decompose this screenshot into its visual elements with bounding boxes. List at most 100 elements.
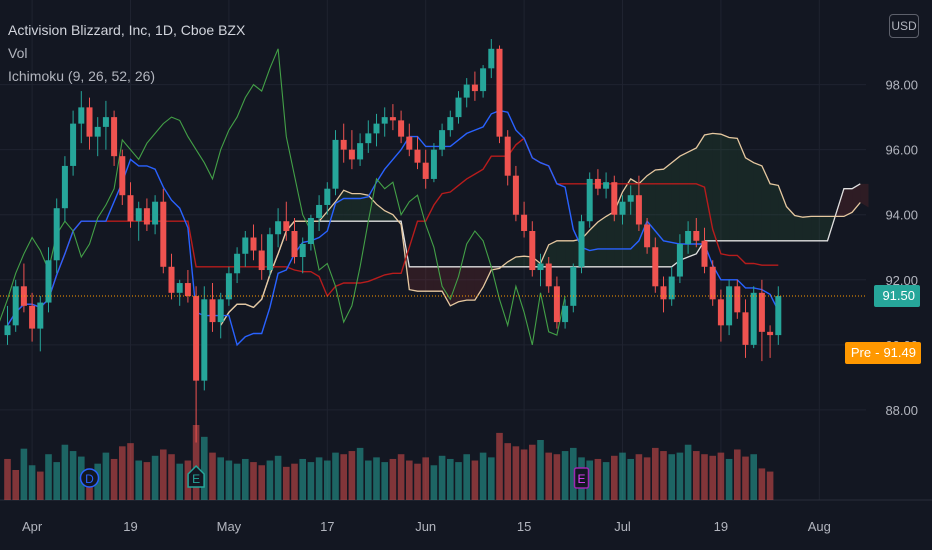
volume-bar [127,443,134,500]
volume-bar [545,452,552,500]
candle-body [422,162,429,179]
candle-body [685,230,692,245]
cloud-segment [819,216,828,241]
candle-body [135,208,142,222]
volume-bar [570,447,577,500]
candle-body [389,117,396,121]
candle-body [291,230,298,258]
candle-body [176,283,183,293]
volume-bar [176,463,183,500]
candle-body [111,117,118,157]
candle-body [758,292,765,332]
cloud-segment [753,162,762,241]
chart-grid [0,0,932,501]
cloud-segment [384,210,393,222]
volume-bar [643,457,651,500]
candle-body [266,234,273,271]
candle-body [570,266,577,306]
cloud-segment [507,257,516,267]
volume-bar [447,458,454,500]
cloud-segment [433,266,443,292]
candle-body [324,188,331,205]
candle-body [668,276,675,300]
volume-bar [635,454,643,500]
cloud-segment [376,204,385,222]
volume-bar [250,462,257,500]
volume-bar [684,444,692,500]
candle-body [447,117,454,131]
candle-body [201,299,208,381]
volume-bar [430,465,438,500]
candle-body [45,260,52,303]
ichimoku-indicator-label[interactable]: Ichimoku (9, 26, 52, 26) [8,68,156,84]
volume-bar [529,444,536,500]
premarket-label: Pre [850,345,872,360]
volume-bar [742,456,749,500]
volume-bar [553,454,561,500]
cloud-segment [474,266,484,301]
time-tick-label: 19 [714,519,728,534]
volume-bar [192,425,200,500]
symbol-title[interactable]: Activision Blizzard, Inc, 1D, Cboe BZX [8,22,246,38]
volume-bar [340,454,347,500]
candle-body [676,244,683,277]
cloud-segment [770,183,779,241]
candle-body [709,266,716,300]
event-marker-earnings[interactable]: E [187,464,205,488]
cloud-segment [852,183,861,213]
candle-body [184,283,191,297]
volume-bar [160,449,167,500]
candle-body [644,224,651,248]
cloud-segment [515,256,525,267]
volume-bar [406,460,413,500]
earnings-upcoming-icon [573,467,590,489]
time-tick-label: 17 [320,519,334,534]
event-marker-dividend[interactable]: D [79,468,100,488]
candle-body [102,117,109,127]
event-marker-earnings-upcoming[interactable]: E [573,467,590,489]
cloud-segment [466,266,475,301]
event-letter: E [577,472,585,486]
cloud-segment [794,215,803,241]
candle-body [234,253,241,274]
price-tick-label: 96.00 [885,143,918,158]
candle-body [480,68,487,92]
time-tick-label: Jun [415,519,436,534]
volume-bar [611,455,618,500]
volume-bar [586,460,593,500]
cloud-segment [663,162,672,267]
time-axis[interactable]: Apr 19 May 17 Jun 15 Jul 19 Aug [22,519,831,534]
candle-body [275,221,282,235]
volume-bar [102,452,110,500]
volume-bar [520,449,528,500]
candle-body [635,195,642,225]
volume-bar [438,455,446,500]
candle-body [381,117,388,124]
volume-bar [348,451,356,500]
candles [4,39,782,443]
candle-body [143,208,150,225]
candle-body [734,286,741,313]
volume-bar [717,452,725,500]
volume-bar [734,449,741,500]
volume-bar [69,451,77,500]
volume-indicator-label[interactable]: Vol [8,45,28,61]
time-tick-label: Aug [808,519,831,534]
candle-body [20,286,27,306]
volume-bar [561,451,569,500]
cloud-segment [745,157,754,241]
volume-bar [709,455,716,500]
candle-body [775,296,782,336]
volume-bar [12,470,19,500]
cloud-segment [811,216,820,241]
candle-body [94,126,101,137]
candle-body [86,107,93,137]
candle-body [767,331,774,336]
candle-body [439,130,446,150]
currency-button[interactable]: USD [889,14,919,38]
cloud-segment [565,240,574,267]
cloud-segment [425,266,434,292]
